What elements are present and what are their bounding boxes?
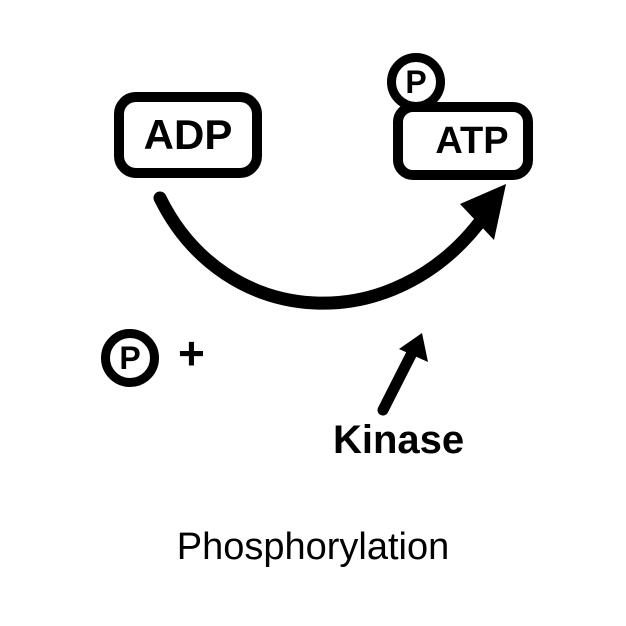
adp-box: ADP [114,92,262,178]
atp-box: ATP [393,102,533,180]
diagram-title: Phosphorylation [0,526,626,569]
plus-symbol: + [178,326,205,380]
phosphate-top-label: P [405,64,426,101]
atp-label: ATP [417,120,508,163]
kinase-arrow [383,333,428,410]
adp-label: ADP [144,111,233,159]
kinase-label: Kinase [333,418,464,463]
phosphate-bottom-label: P [119,340,140,377]
main-reaction-arrow [160,184,506,303]
phosphate-top-icon: P [387,53,445,111]
phosphate-bottom-icon: P [101,329,159,387]
diagram-canvas: ADP ATP P P + Kinase Phosphorylation [0,0,626,626]
